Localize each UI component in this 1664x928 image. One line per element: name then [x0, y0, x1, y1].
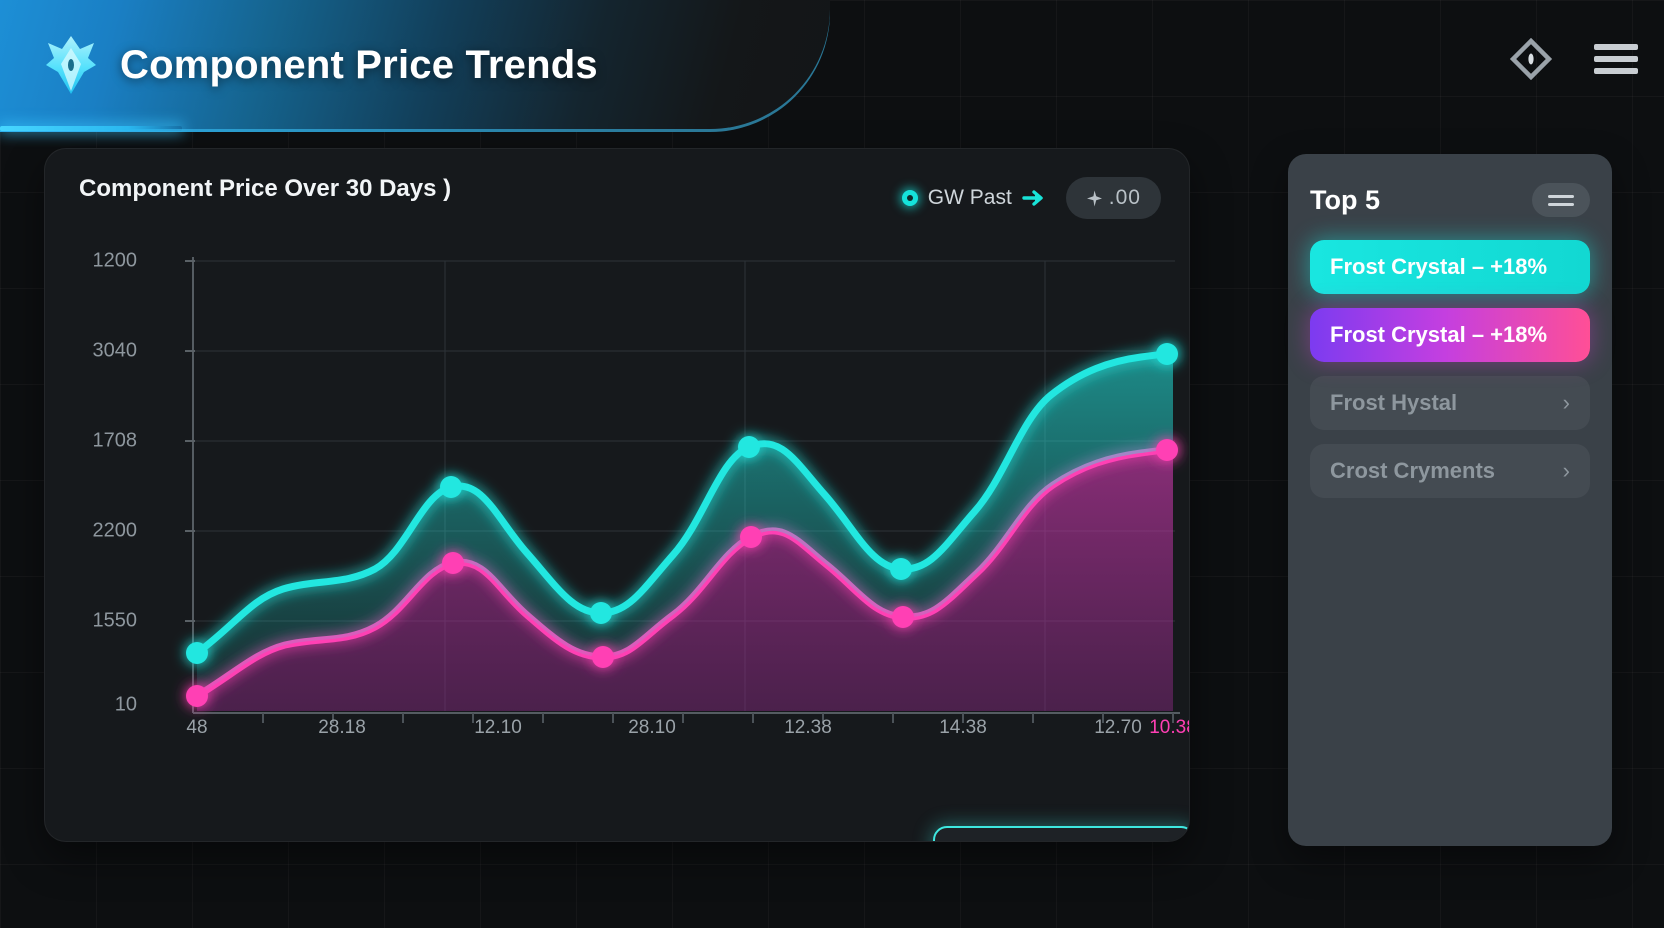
- pill-button-label: .00: [1108, 186, 1141, 209]
- series-markers-magenta: [186, 439, 1178, 707]
- top-list-panel: Top 5 Frost Crystal – +18% Frost Crystal…: [1288, 154, 1612, 846]
- y-axis-tick: 3040: [92, 339, 138, 362]
- header-accent-underline: [0, 126, 182, 131]
- header-actions: [1510, 38, 1638, 80]
- chart-tooltip: Current Wi Frost Crystal–+18%: [933, 826, 1189, 841]
- chart-header-controls: GW Past .00: [901, 177, 1161, 219]
- chart-legend[interactable]: GW Past: [901, 186, 1048, 210]
- y-axis-tick: 1550: [92, 609, 138, 632]
- panel-title: Top 5: [1310, 184, 1380, 215]
- hamburger-bar: [1594, 44, 1638, 50]
- diamond-icon[interactable]: [1510, 38, 1552, 80]
- y-axis-tick: 10: [114, 693, 137, 716]
- chevron-right-icon: ›: [1562, 458, 1570, 483]
- menu-bar: [1548, 194, 1574, 198]
- list-menu-icon[interactable]: [1532, 183, 1590, 217]
- menu-bar: [1548, 202, 1574, 206]
- chevron-right-icon: ›: [1562, 390, 1570, 415]
- list-item-label: Frost Crystal – +18%: [1330, 322, 1548, 347]
- legend-dot-icon: [901, 190, 918, 206]
- x-axis-tick-highlighted: 10.38: [1149, 717, 1189, 738]
- list-item[interactable]: Frost Crystal – +18%: [1310, 308, 1590, 362]
- list-item-label: Crost Cryments: [1330, 458, 1496, 483]
- sparkle-icon: [1086, 190, 1103, 207]
- x-axis-tick: 48: [186, 717, 208, 738]
- y-axis-tick: 1708: [92, 429, 138, 452]
- x-axis-tick: 28.18: [318, 717, 366, 738]
- arrow-right-icon: [1022, 187, 1048, 209]
- x-axis-tick: 12.70: [1094, 717, 1142, 738]
- list-item-label: Frost Crystal – +18%: [1330, 254, 1548, 279]
- y-axis-labels: 1200 3040 1708 2200 1550 10: [45, 233, 145, 725]
- series-area-cyan: [197, 353, 1173, 696]
- series-markers-cyan: [186, 343, 1178, 664]
- list-item-label: Frost Hystal: [1330, 390, 1458, 415]
- list-item[interactable]: Frost Hystal ›: [1310, 376, 1590, 430]
- x-axis-tick: 14.38: [939, 717, 987, 738]
- panel-header: Top 5: [1310, 178, 1590, 222]
- chart-card-header: Component Price Over 30 Days ) GW Past: [45, 149, 1189, 233]
- list-item[interactable]: Frost Crystal – +18%: [1310, 240, 1590, 294]
- chart-axes: [192, 257, 1180, 714]
- x-axis-tick: 28.10: [628, 717, 676, 738]
- x-axis-tick: 12.10: [474, 717, 522, 738]
- page-title: Component Price Trends: [120, 42, 598, 87]
- chart-title: Component Price Over 30 Days ): [79, 175, 452, 202]
- panel-list: Frost Crystal – +18% Frost Crystal – +18…: [1310, 240, 1590, 498]
- hamburger-bar: [1594, 68, 1638, 74]
- header-background: [0, 0, 830, 132]
- hamburger-menu-icon[interactable]: [1594, 44, 1638, 74]
- list-item[interactable]: Crost Cryments ›: [1310, 444, 1590, 498]
- x-axis-tick: 12.38: [784, 717, 832, 738]
- legend-label: GW Past: [927, 186, 1012, 209]
- hamburger-bar: [1594, 56, 1638, 62]
- series-area-magenta: [197, 449, 1173, 711]
- y-axis-tick: 1200: [92, 249, 138, 272]
- x-axis-ticks: [262, 713, 1174, 723]
- app-header: Component Price Trends: [0, 0, 1664, 132]
- x-axis-labels: 48 28.18 12.10 28.10 12.38 14.38 12.70 1…: [141, 717, 1189, 757]
- chart-card: Component Price Over 30 Days ) GW Past: [44, 148, 1190, 842]
- header-brand: Component Price Trends: [42, 34, 598, 96]
- crystal-icon: [42, 34, 100, 96]
- chart-svg: [185, 257, 1180, 723]
- value-pill-button[interactable]: .00: [1065, 177, 1161, 219]
- y-axis-ticks: [185, 260, 195, 622]
- series-line-cyan: [193, 349, 1177, 657]
- chart-plot-area: 1200 3040 1708 2200 1550 10: [45, 233, 1189, 841]
- y-axis-tick: 2200: [92, 519, 138, 542]
